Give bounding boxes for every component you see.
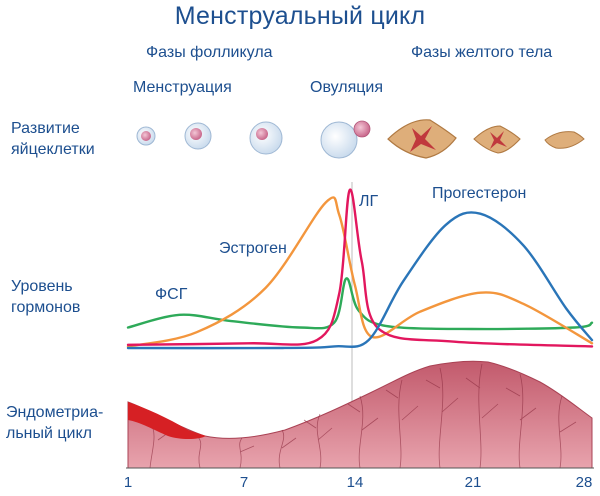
progesterone-label: Прогестерон xyxy=(432,185,527,202)
endometrial-cycle-label: Эндометриа- льный цикл xyxy=(6,402,103,444)
page-title: Менструальный цикл xyxy=(174,2,426,30)
lh-curve xyxy=(126,188,594,348)
hormone-label-line2: гормонов xyxy=(11,299,81,316)
endo-label-line1: Эндометриа- xyxy=(6,404,104,421)
estrogen-label: Эстроген xyxy=(219,240,287,257)
corpus-luteum-icon-2 xyxy=(473,125,521,154)
tick-day-14: 14 xyxy=(346,474,364,491)
hormone-label-line1: Уровень xyxy=(11,278,73,295)
ovulation-label: Овуляция xyxy=(310,79,384,96)
hormone-curves xyxy=(126,188,594,350)
menstrual-bleeding xyxy=(128,402,206,439)
luteal-phase-header: Фазы желтого тела xyxy=(411,44,553,61)
corpus-luteum-icon-1 xyxy=(387,119,457,159)
progesterone-curve xyxy=(126,211,594,350)
tick-day-1: 1 xyxy=(123,474,133,491)
egg-development-label: Развитие яйцеклетки xyxy=(11,118,95,160)
endo-label-line2: льный цикл xyxy=(6,425,93,442)
hormone-level-label: Уровень гормонов xyxy=(11,276,80,318)
estrogen-curve xyxy=(126,196,594,348)
fsh-label: ФСГ xyxy=(155,286,188,303)
follicle-icon-2 xyxy=(184,122,212,150)
lh-label: ЛГ xyxy=(359,193,379,210)
tick-day-28: 28 xyxy=(575,474,593,491)
tick-day-21: 21 xyxy=(464,474,482,491)
follicular-phase-header: Фазы фолликула xyxy=(146,44,273,61)
endometrium-band xyxy=(127,360,593,469)
corpus-albicans-icon xyxy=(544,131,585,149)
tick-day-7: 7 xyxy=(239,474,249,491)
egg-label-line2: яйцеклетки xyxy=(11,141,95,158)
egg-development-row xyxy=(136,119,585,159)
egg-label-line1: Развитие xyxy=(11,120,80,137)
ovulating-follicle-icon xyxy=(320,120,371,159)
menstruation-label: Менструация xyxy=(133,79,232,96)
follicle-icon-3 xyxy=(249,121,283,155)
endometrium-vessels xyxy=(149,363,577,469)
follicle-icon-1 xyxy=(136,126,156,146)
